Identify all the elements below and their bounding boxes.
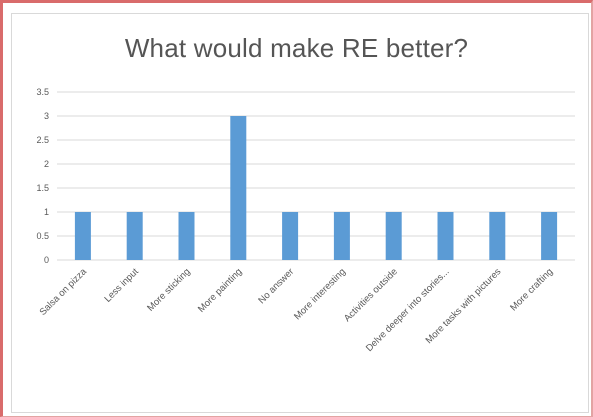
x-category-label: More painting bbox=[196, 266, 244, 314]
x-category-label: More sticking bbox=[145, 266, 192, 313]
y-tick-label: 2.5 bbox=[36, 135, 49, 145]
x-category-label: Activities outside bbox=[342, 266, 400, 324]
x-category-label: More interesting bbox=[292, 266, 348, 322]
y-tick-label: 1.5 bbox=[36, 183, 49, 193]
bar bbox=[126, 212, 143, 260]
y-tick-label: 3 bbox=[44, 111, 49, 121]
x-category-label: More crafting bbox=[508, 266, 555, 313]
bar bbox=[74, 212, 91, 260]
bar bbox=[489, 212, 506, 260]
bar bbox=[178, 212, 195, 260]
y-tick-label: 1 bbox=[44, 207, 49, 217]
bar bbox=[333, 212, 350, 260]
y-tick-label: 3.5 bbox=[36, 87, 49, 97]
y-tick-label: 0.5 bbox=[36, 231, 49, 241]
x-category-label: Delve deeper into stories... bbox=[364, 266, 452, 354]
x-category-label: No answer bbox=[256, 266, 296, 306]
x-category-label: Salsa on pizza bbox=[38, 266, 90, 318]
bar bbox=[282, 212, 299, 260]
x-category-label: Less input bbox=[102, 266, 141, 305]
chart-area bbox=[11, 13, 589, 413]
bar bbox=[541, 212, 558, 260]
bar bbox=[230, 116, 247, 260]
chart-title: What would make RE better? bbox=[124, 33, 469, 63]
bar bbox=[437, 212, 454, 260]
y-tick-label: 2 bbox=[44, 159, 49, 169]
y-tick-label: 0 bbox=[44, 255, 49, 265]
bar bbox=[385, 212, 402, 260]
